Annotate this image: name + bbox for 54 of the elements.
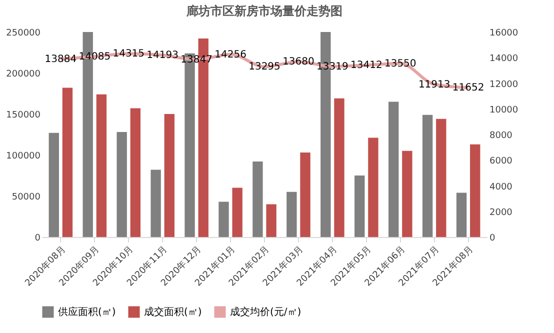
- bar: [388, 102, 399, 237]
- data-label: 13550: [384, 58, 416, 70]
- bar: [232, 188, 242, 237]
- bar: [116, 132, 127, 237]
- y2-tick-label: 4000: [490, 182, 513, 192]
- bar: [436, 118, 446, 237]
- bar: [286, 192, 297, 237]
- y-tick-label: 50000: [12, 192, 41, 202]
- bar: [368, 138, 378, 237]
- y-tick-label: 100000: [6, 152, 41, 162]
- y2-tick-label: 0: [490, 234, 496, 244]
- bar: [300, 152, 310, 237]
- y2-tick-label: 6000: [490, 156, 513, 167]
- data-label: 13412: [350, 60, 382, 72]
- y2-tick-label: 12000: [490, 80, 518, 90]
- bar: [470, 144, 480, 237]
- data-label: 14085: [78, 52, 111, 63]
- y-tick-label: 250000: [6, 28, 41, 38]
- y-tick-label: 200000: [6, 70, 41, 80]
- data-label: 13847: [180, 54, 212, 66]
- bar: [422, 114, 433, 237]
- data-label: 11913: [418, 79, 450, 90]
- bar: [62, 88, 73, 237]
- bar: [456, 192, 467, 237]
- y2-tick-label: 14000: [490, 54, 518, 64]
- bar: [402, 150, 412, 237]
- bar: [266, 204, 276, 237]
- chart-title: 廊坊市区新房市场量价走势图: [186, 4, 342, 18]
- data-label: 13884: [44, 54, 77, 66]
- y2-tick-label: 16000: [490, 28, 518, 38]
- bar: [354, 176, 365, 237]
- y2-tick-label: 8000: [490, 131, 513, 141]
- bar: [334, 98, 344, 237]
- bar: [48, 132, 59, 237]
- data-label: 13680: [282, 56, 314, 68]
- data-label: 13319: [316, 61, 348, 72]
- bar: [130, 108, 141, 237]
- data-label: 14256: [214, 49, 246, 60]
- data-label: 13295: [248, 62, 280, 73]
- data-label: 11652: [452, 82, 484, 94]
- bar: [96, 94, 107, 237]
- y2-tick-label: 10000: [490, 105, 518, 116]
- bar: [252, 162, 263, 237]
- y2-tick-label: 2000: [490, 208, 513, 218]
- data-label: 14193: [146, 50, 178, 62]
- data-label: 14315: [112, 48, 145, 60]
- legend-label: 成交均价(元/㎡): [230, 306, 302, 318]
- y-tick-label: 0: [34, 234, 41, 244]
- bar: [150, 170, 161, 237]
- legend-label: 供应面积(㎡): [58, 306, 116, 318]
- y-tick-label: 150000: [6, 110, 41, 120]
- bar: [218, 202, 229, 237]
- legend-label: 成交面积(㎡): [144, 306, 202, 318]
- bar: [164, 114, 174, 237]
